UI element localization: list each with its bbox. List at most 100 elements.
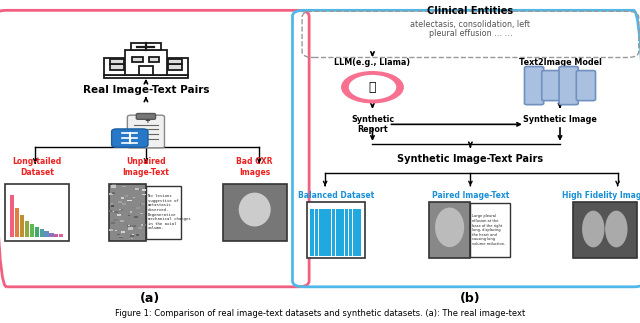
- FancyBboxPatch shape: [525, 67, 544, 105]
- Bar: [336, 209, 340, 256]
- Bar: [131, 43, 161, 50]
- Text: High Fidelity Image: High Fidelity Image: [563, 191, 640, 200]
- Bar: [118, 224, 123, 226]
- FancyBboxPatch shape: [559, 67, 579, 105]
- Bar: [119, 236, 123, 238]
- Bar: [123, 223, 127, 225]
- Bar: [148, 57, 159, 62]
- Bar: [310, 209, 314, 256]
- Bar: [119, 236, 123, 238]
- Bar: [357, 209, 361, 256]
- Bar: [315, 209, 318, 256]
- FancyBboxPatch shape: [136, 113, 156, 119]
- Bar: [119, 209, 122, 210]
- Bar: [141, 203, 144, 205]
- Bar: [142, 189, 146, 191]
- Bar: [120, 220, 124, 222]
- Bar: [110, 64, 124, 70]
- Bar: [223, 184, 287, 241]
- Bar: [127, 215, 129, 216]
- Bar: [138, 189, 140, 191]
- Bar: [307, 202, 365, 258]
- Bar: [429, 202, 470, 258]
- Bar: [319, 209, 323, 256]
- Bar: [135, 188, 139, 190]
- Text: Large pleural
effusion at the
base of the right
lung, displacing
the heart and
c: Large pleural effusion at the base of th…: [472, 214, 506, 246]
- Bar: [340, 209, 344, 256]
- Bar: [139, 66, 153, 75]
- Bar: [122, 203, 125, 205]
- Bar: [168, 58, 182, 64]
- Bar: [168, 64, 182, 70]
- Bar: [109, 193, 113, 195]
- Bar: [20, 215, 24, 237]
- Circle shape: [342, 72, 403, 103]
- Bar: [136, 234, 140, 235]
- Text: Long-tailed
Dataset: Long-tailed Dataset: [13, 157, 61, 177]
- Text: atelectasis, consolidation, left: atelectasis, consolidation, left: [410, 20, 531, 29]
- Bar: [138, 227, 141, 229]
- Bar: [117, 214, 121, 216]
- Bar: [44, 231, 49, 237]
- Bar: [112, 183, 116, 185]
- Text: Clinical Entities: Clinical Entities: [428, 6, 513, 16]
- Bar: [104, 75, 188, 78]
- Text: Unpaired
Image-Text: Unpaired Image-Text: [122, 157, 170, 177]
- Text: Synthetic Image-Text Pairs: Synthetic Image-Text Pairs: [397, 154, 543, 164]
- Bar: [30, 224, 34, 237]
- Bar: [110, 58, 124, 64]
- Bar: [323, 209, 327, 256]
- Bar: [470, 203, 510, 257]
- Bar: [125, 195, 127, 197]
- Bar: [118, 202, 121, 203]
- Bar: [131, 200, 132, 201]
- FancyBboxPatch shape: [111, 129, 148, 147]
- Bar: [111, 185, 116, 188]
- Text: Real Image-Text Pairs: Real Image-Text Pairs: [83, 86, 209, 95]
- Text: Balanced Dataset: Balanced Dataset: [298, 191, 374, 200]
- Bar: [121, 231, 125, 234]
- Ellipse shape: [435, 208, 464, 247]
- Bar: [10, 195, 15, 237]
- Bar: [109, 210, 113, 212]
- Bar: [111, 205, 114, 207]
- Bar: [120, 197, 124, 199]
- Bar: [54, 234, 58, 237]
- Bar: [115, 230, 116, 231]
- Bar: [132, 234, 134, 235]
- Bar: [25, 221, 29, 237]
- Bar: [35, 227, 39, 237]
- Bar: [110, 203, 113, 205]
- Bar: [133, 197, 136, 198]
- Bar: [49, 233, 54, 237]
- Ellipse shape: [239, 193, 271, 226]
- Bar: [132, 57, 143, 62]
- Text: Figure 1: Comparison of real image-text datasets and synthetic datasets. (a): Th: Figure 1: Comparison of real image-text …: [115, 309, 525, 318]
- Bar: [131, 231, 133, 232]
- Bar: [127, 200, 131, 201]
- Bar: [138, 227, 141, 228]
- Bar: [104, 58, 131, 75]
- Text: (b): (b): [460, 292, 481, 305]
- Bar: [141, 224, 144, 226]
- Text: (a): (a): [140, 292, 161, 305]
- Bar: [132, 207, 134, 208]
- Bar: [111, 222, 115, 224]
- Bar: [112, 228, 115, 229]
- Bar: [122, 185, 126, 187]
- Text: Synthetic Image: Synthetic Image: [523, 115, 597, 124]
- Bar: [128, 225, 130, 226]
- Bar: [120, 233, 124, 234]
- Bar: [117, 234, 120, 235]
- Bar: [5, 184, 69, 241]
- Bar: [141, 203, 145, 205]
- FancyBboxPatch shape: [576, 70, 595, 100]
- Text: No lesions
suggestive of
metastasis
observed.
Degenerative
mechanical changes
in: No lesions suggestive of metastasis obse…: [148, 194, 191, 231]
- Bar: [332, 209, 335, 256]
- Bar: [134, 216, 138, 218]
- Bar: [353, 209, 356, 256]
- Bar: [136, 207, 140, 209]
- Bar: [109, 184, 146, 241]
- Bar: [113, 219, 118, 221]
- Bar: [15, 208, 19, 237]
